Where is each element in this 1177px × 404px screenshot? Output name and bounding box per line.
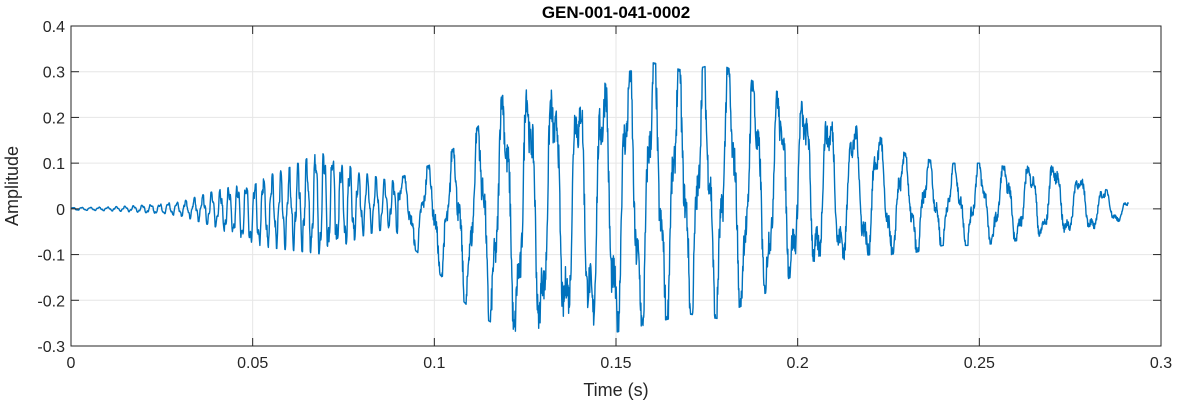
y-tick-label: 0 [56, 202, 65, 219]
y-tick-label: -0.3 [37, 339, 65, 356]
y-tick-label: 0.1 [43, 156, 65, 173]
y-tick-label: -0.2 [37, 293, 65, 310]
x-tick-label: 0.2 [787, 355, 809, 372]
x-tick-label: 0.1 [423, 355, 445, 372]
x-axis-label: Time (s) [583, 380, 648, 400]
y-tick-label: 0.2 [43, 110, 65, 127]
y-tick-labels: -0.3 -0.2 -0.1 0 0.1 0.2 0.3 0.4 [37, 19, 65, 356]
y-axis-label: Amplitude [2, 146, 22, 226]
chart-title: GEN-001-041-0002 [542, 3, 690, 22]
waveform-line [70, 62, 1129, 333]
y-tick-label: 0.4 [43, 19, 65, 36]
y-tick-label: -0.1 [37, 248, 65, 265]
x-tick-label: 0.15 [600, 355, 631, 372]
x-tick-label: 0.3 [1150, 355, 1172, 372]
y-tick-label: 0.3 [43, 65, 65, 82]
x-tick-label: 0.25 [964, 355, 995, 372]
x-tick-labels: 0 0.05 0.1 0.15 0.2 0.25 0.3 [67, 355, 1173, 372]
x-tick-label: 0.05 [237, 355, 268, 372]
x-tick-label: 0 [67, 355, 76, 372]
tick-marks [70, 25, 1162, 347]
